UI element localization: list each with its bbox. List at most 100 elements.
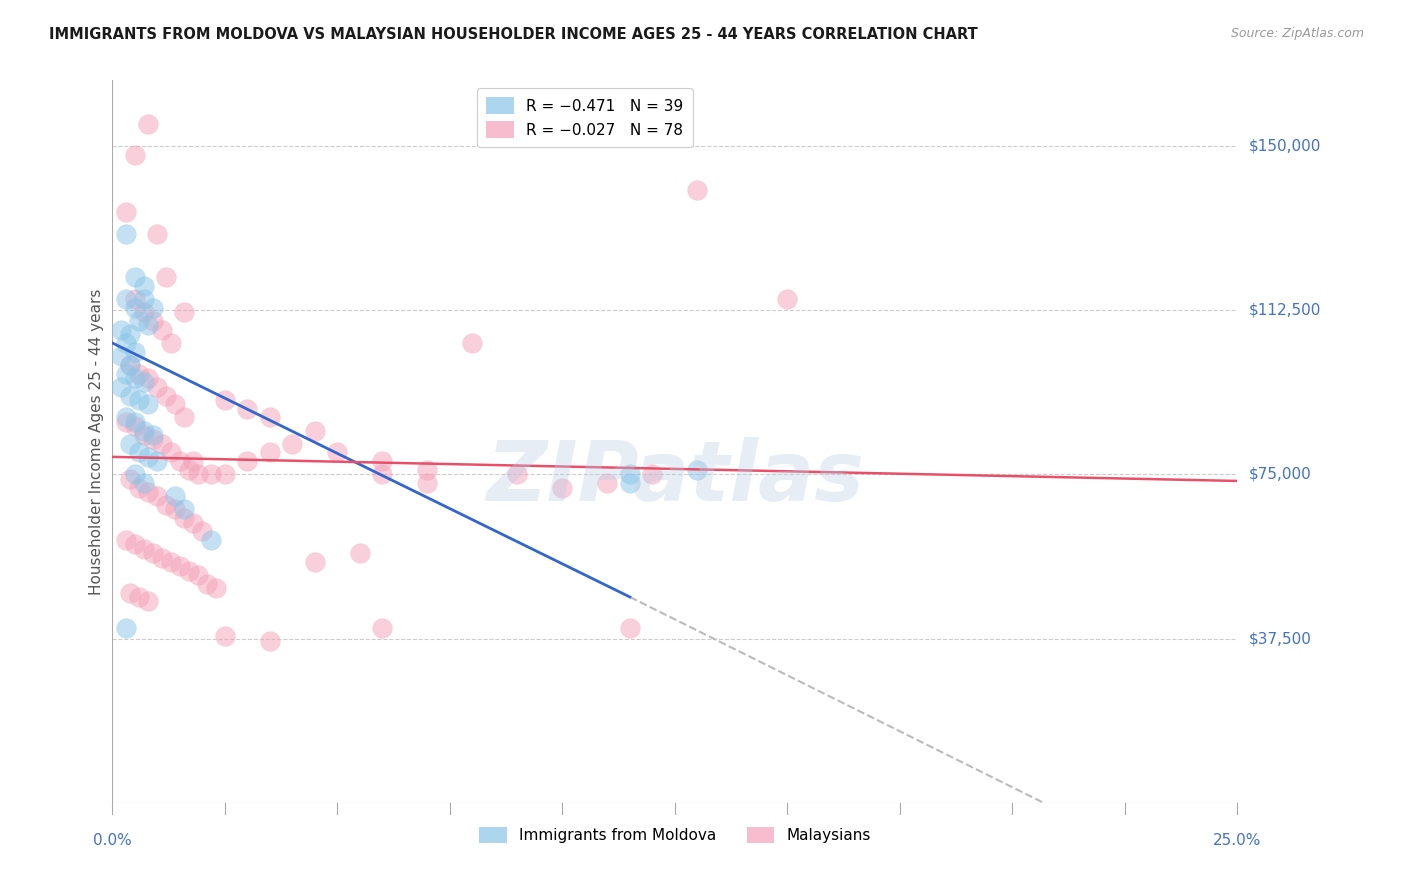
Text: IMMIGRANTS FROM MOLDOVA VS MALAYSIAN HOUSEHOLDER INCOME AGES 25 - 44 YEARS CORRE: IMMIGRANTS FROM MOLDOVA VS MALAYSIAN HOU… [49, 27, 979, 42]
Point [200, 467, 222, 482]
Point [165, 489, 187, 503]
Point [138, 318, 160, 333]
Point [120, 327, 142, 342]
Point [115, 415, 138, 429]
Point [124, 301, 146, 315]
Point [146, 380, 169, 394]
Point [304, 555, 326, 569]
Point [371, 454, 394, 468]
Point [155, 270, 177, 285]
Point [124, 292, 146, 306]
Point [326, 445, 349, 459]
Point [214, 629, 236, 643]
Y-axis label: Householder Income Ages 25 - 44 years: Householder Income Ages 25 - 44 years [89, 288, 104, 595]
Point [619, 621, 641, 635]
Point [124, 419, 146, 434]
Text: $75,000: $75,000 [1249, 467, 1312, 482]
Point [371, 467, 394, 482]
Point [349, 546, 371, 560]
Point [132, 376, 155, 390]
Point [132, 541, 155, 556]
Point [138, 450, 160, 464]
Point [371, 621, 394, 635]
Point [142, 314, 165, 328]
Point [506, 467, 529, 482]
Point [173, 305, 195, 319]
Point [120, 585, 142, 599]
Point [641, 467, 664, 482]
Point [142, 428, 165, 442]
Point [160, 555, 183, 569]
Point [138, 594, 160, 608]
Point [146, 454, 169, 468]
Point [124, 537, 146, 551]
Point [165, 397, 187, 411]
Point [124, 270, 146, 285]
Point [120, 358, 142, 372]
Point [160, 445, 183, 459]
Point [132, 292, 155, 306]
Point [200, 533, 222, 547]
Point [124, 371, 146, 385]
Point [128, 445, 150, 459]
Text: ZIPatlas: ZIPatlas [486, 437, 863, 518]
Point [686, 463, 709, 477]
Point [187, 467, 209, 482]
Text: $112,500: $112,500 [1249, 302, 1320, 318]
Point [173, 511, 195, 525]
Point [142, 433, 165, 447]
Point [128, 590, 150, 604]
Point [195, 577, 218, 591]
Text: $37,500: $37,500 [1249, 632, 1312, 646]
Point [132, 279, 155, 293]
Point [128, 481, 150, 495]
Point [146, 227, 169, 241]
Point [115, 292, 138, 306]
Point [132, 428, 155, 442]
Point [150, 323, 173, 337]
Point [183, 516, 205, 530]
Point [596, 476, 619, 491]
Point [150, 436, 173, 450]
Point [124, 415, 146, 429]
Point [138, 371, 160, 385]
Text: Source: ZipAtlas.com: Source: ZipAtlas.com [1230, 27, 1364, 40]
Point [183, 454, 205, 468]
Point [142, 301, 165, 315]
Point [132, 424, 155, 438]
Point [110, 380, 132, 394]
Point [169, 559, 191, 574]
Point [115, 621, 138, 635]
Point [551, 481, 574, 495]
Point [236, 454, 259, 468]
Point [169, 454, 191, 468]
Point [236, 401, 259, 416]
Point [120, 358, 142, 372]
Point [281, 436, 304, 450]
Point [138, 397, 160, 411]
Point [155, 388, 177, 402]
Point [115, 410, 138, 425]
Point [132, 476, 155, 491]
Point [150, 550, 173, 565]
Point [120, 388, 142, 402]
Point [619, 476, 641, 491]
Text: 0.0%: 0.0% [93, 833, 132, 848]
Point [187, 568, 209, 582]
Point [173, 410, 195, 425]
Point [416, 463, 439, 477]
Point [120, 472, 142, 486]
Point [165, 502, 187, 516]
Point [416, 476, 439, 491]
Point [776, 292, 799, 306]
Point [115, 204, 138, 219]
Point [191, 524, 214, 539]
Point [259, 445, 281, 459]
Point [110, 323, 132, 337]
Point [205, 581, 228, 595]
Point [304, 424, 326, 438]
Point [461, 336, 484, 351]
Point [110, 349, 132, 363]
Point [115, 367, 138, 381]
Point [259, 410, 281, 425]
